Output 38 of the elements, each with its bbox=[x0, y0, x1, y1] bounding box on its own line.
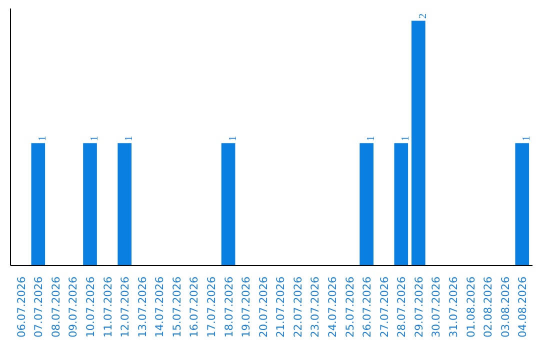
x-tick-label: 29.07.2026 bbox=[412, 276, 426, 338]
data-label: 1 bbox=[90, 136, 101, 142]
x-tick-label: 04.08.2026 bbox=[516, 276, 530, 338]
x-tick-label: 08.07.2026 bbox=[49, 276, 62, 338]
data-label: 1 bbox=[400, 136, 412, 142]
x-tick-label: 19.07.2026 bbox=[240, 276, 253, 338]
x-tick-label: 27.07.2026 bbox=[378, 276, 391, 338]
x-tick-label: 09.07.2026 bbox=[66, 276, 80, 338]
x-tick-label: 21.07.2026 bbox=[274, 276, 288, 338]
x-tick-label: 20.07.2026 bbox=[256, 276, 270, 338]
x-tick-label: 01.08.2026 bbox=[464, 276, 478, 338]
data-label: 1 bbox=[366, 136, 378, 142]
x-tick-label: 12.07.2026 bbox=[118, 276, 132, 338]
data-label: 1 bbox=[124, 136, 136, 142]
x-tick-label: 24.07.2026 bbox=[326, 276, 339, 338]
x-tick-label: 11.07.2026 bbox=[101, 276, 114, 338]
x-tick-label: 25.07.2026 bbox=[343, 276, 356, 338]
data-label: 1 bbox=[38, 136, 49, 142]
x-tick-label: 31.07.2026 bbox=[446, 276, 460, 338]
x-tick-label: 22.07.2026 bbox=[291, 276, 304, 338]
x-tick-label: 10.07.2026 bbox=[84, 276, 98, 338]
data-label: 1 bbox=[228, 136, 239, 142]
x-tick-label: 03.08.2026 bbox=[498, 276, 512, 338]
data-label: 1 bbox=[522, 136, 533, 142]
x-tick-label: 07.07.2026 bbox=[32, 276, 46, 338]
x-tick-label: 14.07.2026 bbox=[153, 276, 166, 338]
data-label: 2 bbox=[418, 13, 429, 19]
x-tick-label: 28.07.2026 bbox=[395, 276, 408, 338]
x-tick-label: 23.07.2026 bbox=[308, 276, 322, 338]
x-tick-label: 18.07.2026 bbox=[222, 276, 236, 338]
x-tick-label: 17.07.2026 bbox=[205, 276, 218, 338]
x-tick-label: 26.07.2026 bbox=[360, 276, 374, 338]
x-tick-label: 16.07.2026 bbox=[188, 276, 201, 338]
x-tick-label: 15.07.2026 bbox=[170, 276, 184, 338]
x-tick-label: 30.07.2026 bbox=[430, 276, 443, 338]
x-tick-label: 13.07.2026 bbox=[136, 276, 149, 338]
x-tick-label: 02.08.2026 bbox=[482, 276, 495, 338]
x-tick-label: 06.07.2026 bbox=[14, 276, 28, 338]
